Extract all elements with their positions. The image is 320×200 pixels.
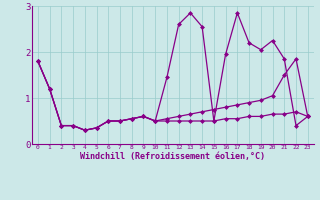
X-axis label: Windchill (Refroidissement éolien,°C): Windchill (Refroidissement éolien,°C) <box>80 152 265 161</box>
